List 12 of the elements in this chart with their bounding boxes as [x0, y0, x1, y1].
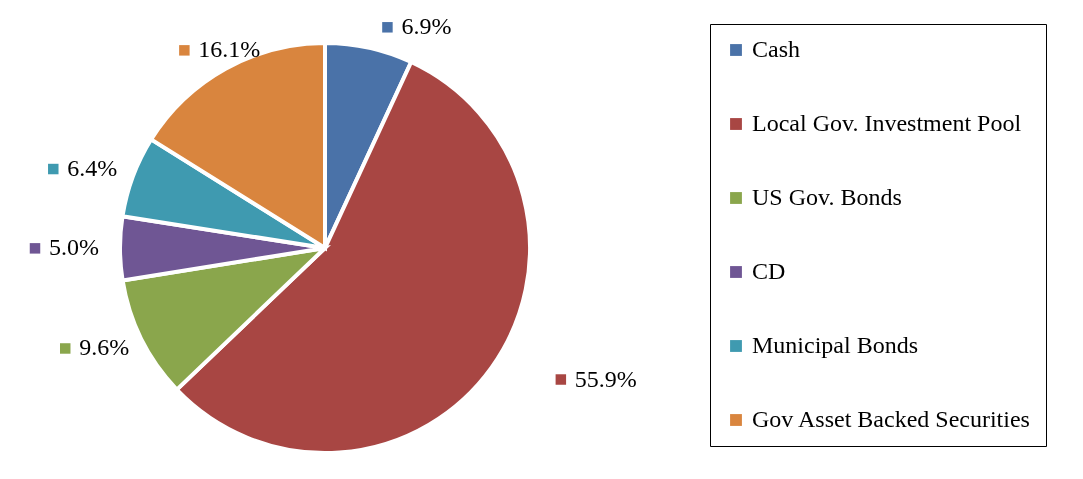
data-label: 55.9% — [574, 365, 637, 392]
data-label: 16.1% — [198, 36, 261, 63]
legend-label: CD — [752, 258, 786, 284]
data-label: 6.4% — [67, 155, 118, 182]
legend-label: Municipal Bonds — [752, 332, 918, 358]
legend-label: US Gov. Bonds — [752, 184, 902, 210]
legend-label: Gov Asset Backed Securities — [752, 406, 1030, 432]
data-label: 9.6% — [79, 334, 130, 361]
data-label: 6.9% — [401, 13, 452, 40]
legend-label: Cash — [752, 36, 800, 62]
legend-label: Local Gov. Investment Pool — [752, 110, 1022, 136]
data-label: 5.0% — [49, 234, 99, 261]
